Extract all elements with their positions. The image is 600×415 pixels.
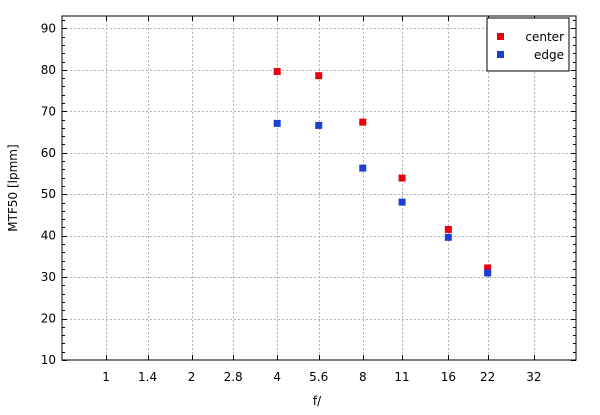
x-tick-label: 2 [188, 370, 196, 384]
y-tick-label: 30 [41, 270, 56, 284]
point-center-2 [359, 118, 367, 126]
y-tick-label: 80 [41, 63, 56, 77]
legend-swatch-edge [497, 51, 504, 58]
point-edge-5 [484, 269, 492, 277]
data-points [273, 68, 492, 277]
y-axis: 10 20 30 40 50 60 70 80 90 [41, 20, 576, 367]
legend: center edge [486, 17, 570, 72]
x-tick-label: 4 [273, 370, 281, 384]
y-tick-label: 60 [41, 146, 56, 160]
y-tick-label: 20 [41, 312, 56, 326]
y-tick-label: 10 [41, 353, 56, 367]
point-edge-0 [273, 119, 281, 127]
y-axis-label: MTF50 [lpmm] [6, 144, 20, 231]
x-tick-label: 22 [480, 370, 495, 384]
point-edge-2 [359, 164, 367, 172]
x-tick-label: 11 [394, 370, 409, 384]
x-axis: 1 1.4 2 2.8 4 5.6 8 11 16 22 32 [102, 16, 542, 384]
point-edge-4 [444, 233, 452, 241]
point-center-5 [484, 264, 492, 272]
x-tick-label: 5.6 [309, 370, 328, 384]
x-tick-label: 8 [359, 370, 367, 384]
point-edge-1 [315, 121, 323, 129]
point-center-4 [444, 225, 452, 233]
legend-swatch-center [497, 33, 504, 40]
x-tick-label: 2.8 [224, 370, 243, 384]
x-tick-label: 32 [526, 370, 541, 384]
y-tick-label: 70 [41, 104, 56, 118]
point-edge-3 [398, 198, 406, 206]
y-tick-label: 50 [41, 187, 56, 201]
x-tick-label: 16 [441, 370, 456, 384]
x-axis-label: f/ [313, 394, 322, 408]
legend-box [486, 17, 570, 72]
y-tick-label: 90 [41, 21, 56, 35]
point-center-0 [273, 68, 281, 76]
y-tick-label: 40 [41, 229, 56, 243]
legend-label-center: center [525, 30, 564, 44]
legend-label-edge: edge [534, 48, 564, 62]
x-tick-label: 1.4 [138, 370, 157, 384]
point-center-3 [398, 174, 406, 182]
x-tick-label: 1 [102, 370, 110, 384]
point-center-1 [315, 72, 323, 80]
